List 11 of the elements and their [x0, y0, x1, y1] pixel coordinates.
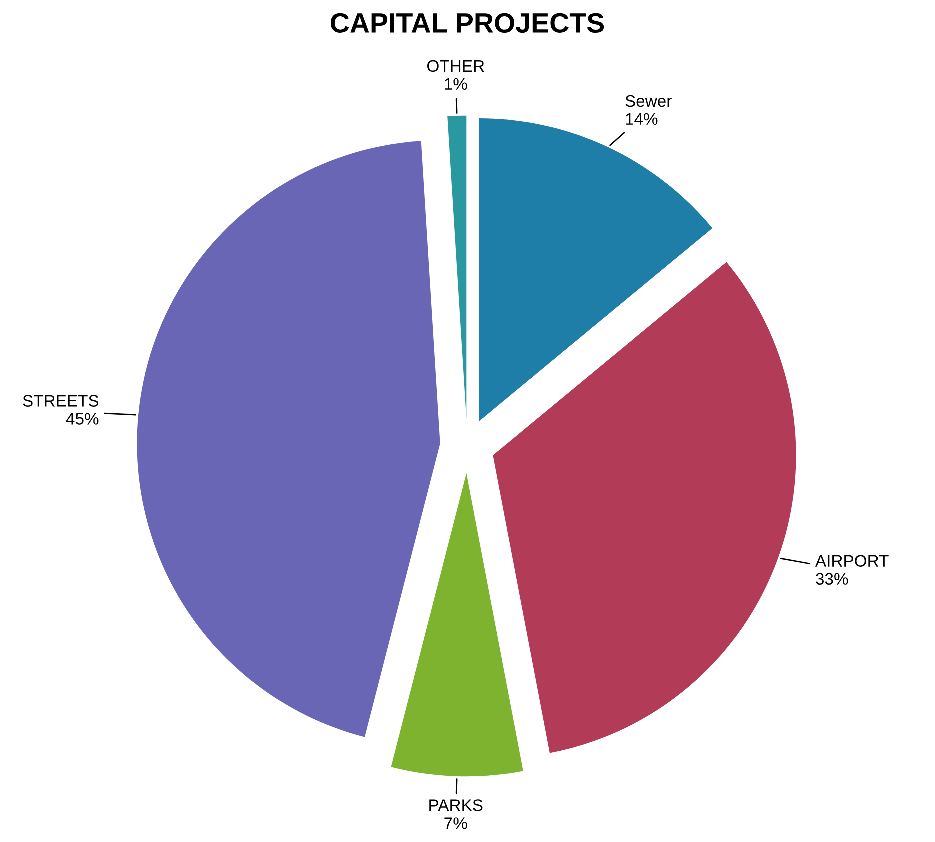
- data-label: 1%: [445, 78, 468, 90]
- slice-label: Sewer: [626, 95, 672, 108]
- data-label: 14%: [626, 113, 658, 126]
- data-label: 45%: [66, 413, 99, 425]
- data-label: 7%: [444, 818, 468, 830]
- slice-label: OTHER: [428, 60, 484, 72]
- slice-label: PARKS: [430, 800, 483, 812]
- data-label: 33%: [816, 573, 848, 585]
- slice-label: STREETS: [23, 395, 99, 407]
- slice-label: AIRPORT: [815, 555, 889, 568]
- chart-title: CAPITAL PROJECTS: [331, 13, 604, 34]
